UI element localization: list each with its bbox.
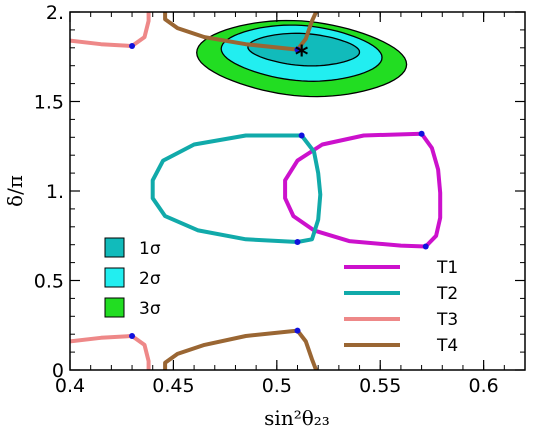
series-t1-mark-2: [422, 243, 429, 250]
y-tick-label-1: 0: [52, 360, 64, 382]
x-tick-label-3: 0.5: [262, 375, 292, 397]
x-tick-label-1: 0.4: [55, 375, 85, 397]
y-tick-label-2: 0.5: [34, 271, 64, 293]
legend-label-t3: T3: [436, 310, 458, 330]
legend-label-t1: T1: [436, 258, 458, 278]
series-t1-segment-1: [283, 131, 443, 249]
series-t2-mark-2: [294, 239, 301, 246]
x-tick-label-2: 0.45: [152, 375, 194, 397]
region-legend: 1σ 2σ 3σ: [104, 237, 161, 319]
best-fit-layer: *: [295, 40, 309, 70]
line-legend: T1 T2 T3 T4: [344, 258, 458, 356]
x-axis-label: sin²θ₂₃: [264, 406, 330, 430]
series-t3-mark-1: [129, 43, 136, 50]
series-t3-mark-2: [129, 332, 136, 339]
confidence-regions: [196, 19, 408, 98]
y-tick-label-5: 2.: [46, 2, 64, 24]
region-legend-label-2: 2σ: [139, 269, 161, 289]
region-legend-label-3: 3σ: [139, 299, 161, 319]
region-legend-swatch-3: [104, 297, 125, 318]
series-t4-mark-1: [294, 46, 301, 53]
series-t4-segment-2: [163, 328, 319, 370]
series-lines: [70, 12, 443, 370]
region-legend-swatch-1: [104, 237, 125, 258]
series-t4-segment-1: [163, 12, 319, 52]
axis-ticks: 0.4 0.45 0.5 0.55 0.6 0 0.5 1. 1.5 2.: [34, 2, 526, 397]
y-tick-label-4: 1.5: [34, 92, 64, 114]
y-tick-label-3: 1.: [46, 181, 64, 203]
legend-label-t4: T4: [436, 336, 458, 356]
best-fit-marker: *: [295, 40, 309, 70]
x-tick-label-5: 0.6: [469, 375, 499, 397]
series-t1-mark-1: [418, 130, 425, 137]
region-legend-swatch-2: [104, 267, 125, 288]
y-axis-label: δ/π: [3, 175, 27, 207]
series-t3-segment-1: [70, 12, 151, 48]
x-tick-label-4: 0.55: [359, 375, 401, 397]
region-1sigma: [247, 32, 361, 67]
series-t2-mark-1: [298, 132, 305, 139]
region-legend-label-1: 1σ: [139, 239, 161, 259]
legend-label-t2: T2: [436, 284, 458, 304]
series-t4-mark-2: [294, 327, 301, 334]
series-t3-segment-2: [70, 334, 151, 370]
series-t2-segment-1: [150, 133, 323, 244]
